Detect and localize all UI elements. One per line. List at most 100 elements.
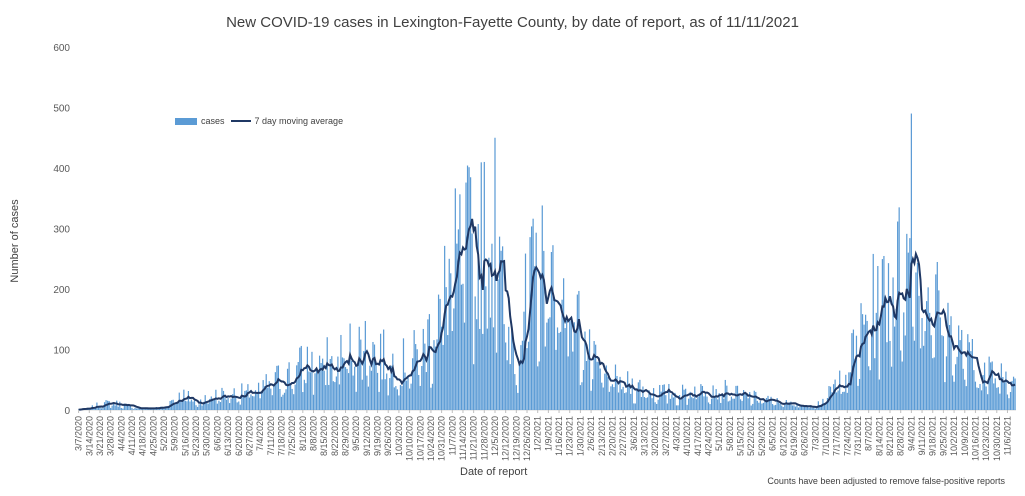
x-tick-label: 7/24/2021 bbox=[842, 416, 852, 456]
cases-bar bbox=[502, 246, 504, 410]
x-tick-label: 7/17/2021 bbox=[832, 416, 842, 456]
cases-bar bbox=[495, 352, 498, 410]
x-tick-label: 4/3/2021 bbox=[671, 416, 681, 451]
cases-bar bbox=[813, 406, 815, 410]
cases-bar bbox=[1014, 378, 1016, 410]
x-tick-label: 6/26/2021 bbox=[800, 416, 810, 456]
cases-bar bbox=[100, 408, 103, 410]
cases-bar bbox=[575, 333, 577, 410]
cases-bar bbox=[788, 402, 790, 410]
cases-bar bbox=[267, 387, 269, 410]
cases-bar bbox=[433, 340, 435, 410]
cases-bar bbox=[347, 373, 350, 410]
cases-bar bbox=[730, 396, 733, 410]
cases-bar bbox=[826, 398, 829, 410]
cases-bar bbox=[190, 399, 193, 410]
cases-bar bbox=[814, 408, 816, 410]
cases-bar bbox=[308, 371, 310, 410]
cases-bar bbox=[854, 358, 856, 410]
cases-bar bbox=[108, 401, 110, 410]
cases-bar bbox=[113, 403, 115, 410]
cases-bar bbox=[473, 364, 475, 410]
x-tick-label: 10/17/2020 bbox=[415, 416, 425, 461]
cases-bar bbox=[288, 362, 290, 410]
cases-bar bbox=[152, 409, 154, 410]
cases-bar bbox=[703, 396, 705, 410]
cases-bar bbox=[846, 392, 848, 410]
cases-bar bbox=[97, 407, 100, 410]
cases-bar bbox=[585, 360, 588, 410]
cases-bar bbox=[871, 328, 873, 410]
x-tick-label: 9/12/2020 bbox=[362, 416, 372, 456]
cases-bar bbox=[416, 349, 418, 410]
cases-bar bbox=[538, 361, 540, 410]
x-tick-label: 9/19/2020 bbox=[373, 416, 383, 456]
cases-bar bbox=[775, 404, 777, 410]
cases-bar bbox=[604, 373, 606, 410]
cases-bar bbox=[938, 290, 940, 410]
cases-bar bbox=[637, 382, 639, 410]
cases-bar bbox=[454, 188, 456, 410]
cases-bar bbox=[559, 331, 562, 410]
cases-bar bbox=[511, 330, 513, 410]
cases-bar bbox=[897, 221, 899, 410]
cases-bar bbox=[566, 320, 568, 410]
cases-bar bbox=[552, 245, 554, 410]
cases-bar bbox=[363, 351, 365, 410]
cases-bar bbox=[535, 232, 537, 410]
cases-bar bbox=[338, 384, 341, 410]
cases-bar bbox=[849, 372, 851, 410]
cases-bar bbox=[556, 327, 559, 410]
cases-bar bbox=[408, 388, 411, 410]
x-tick-label: 3/20/2021 bbox=[650, 416, 660, 456]
cases-bar bbox=[110, 407, 112, 410]
cases-bar bbox=[930, 335, 932, 410]
x-tick-label: 12/26/2020 bbox=[522, 416, 532, 461]
cases-bar bbox=[456, 243, 458, 410]
cases-bar bbox=[601, 382, 603, 410]
cases-bar bbox=[912, 326, 914, 410]
cases-bar bbox=[900, 350, 902, 410]
cases-bar bbox=[126, 403, 129, 410]
cases-bar bbox=[228, 403, 231, 410]
cases-bar bbox=[837, 390, 839, 410]
cases-bar bbox=[733, 398, 736, 410]
cases-bar bbox=[361, 379, 363, 410]
cases-bar bbox=[915, 272, 917, 410]
cases-bar bbox=[564, 328, 566, 410]
cases-bar bbox=[964, 379, 966, 410]
cases-bar bbox=[892, 277, 894, 410]
cases-bar bbox=[868, 366, 870, 410]
x-tick-label: 9/5/2020 bbox=[351, 416, 361, 451]
cases-bar bbox=[802, 405, 804, 410]
cases-bar bbox=[576, 294, 578, 410]
cases-bar bbox=[486, 328, 488, 410]
cases-bar bbox=[590, 390, 592, 410]
cases-bar bbox=[509, 364, 511, 410]
cases-bar bbox=[506, 360, 508, 410]
y-tick-label: 400 bbox=[53, 164, 70, 175]
cases-bar bbox=[276, 365, 278, 410]
cases-bar bbox=[593, 341, 595, 410]
cases-bar bbox=[207, 403, 209, 410]
cases-bar bbox=[317, 373, 319, 410]
cases-bar bbox=[349, 323, 351, 410]
cases-bar bbox=[465, 182, 467, 410]
cases-bar bbox=[776, 398, 778, 410]
cases-bar bbox=[860, 303, 862, 410]
cases-bar bbox=[261, 391, 263, 410]
cases-bar bbox=[395, 386, 397, 410]
cases-bar bbox=[596, 361, 598, 410]
cases-bar bbox=[143, 409, 145, 410]
cases-bar bbox=[970, 351, 972, 410]
x-tick-label: 11/6/2021 bbox=[1002, 416, 1012, 455]
cases-bar bbox=[262, 380, 264, 410]
cases-bar bbox=[654, 402, 656, 410]
x-tick-label: 9/11/2021 bbox=[917, 416, 927, 455]
cases-bar bbox=[224, 394, 226, 410]
cases-bar bbox=[401, 386, 403, 410]
cases-bar bbox=[279, 388, 281, 410]
cases-bar bbox=[491, 243, 493, 410]
cases-bar bbox=[660, 391, 662, 410]
